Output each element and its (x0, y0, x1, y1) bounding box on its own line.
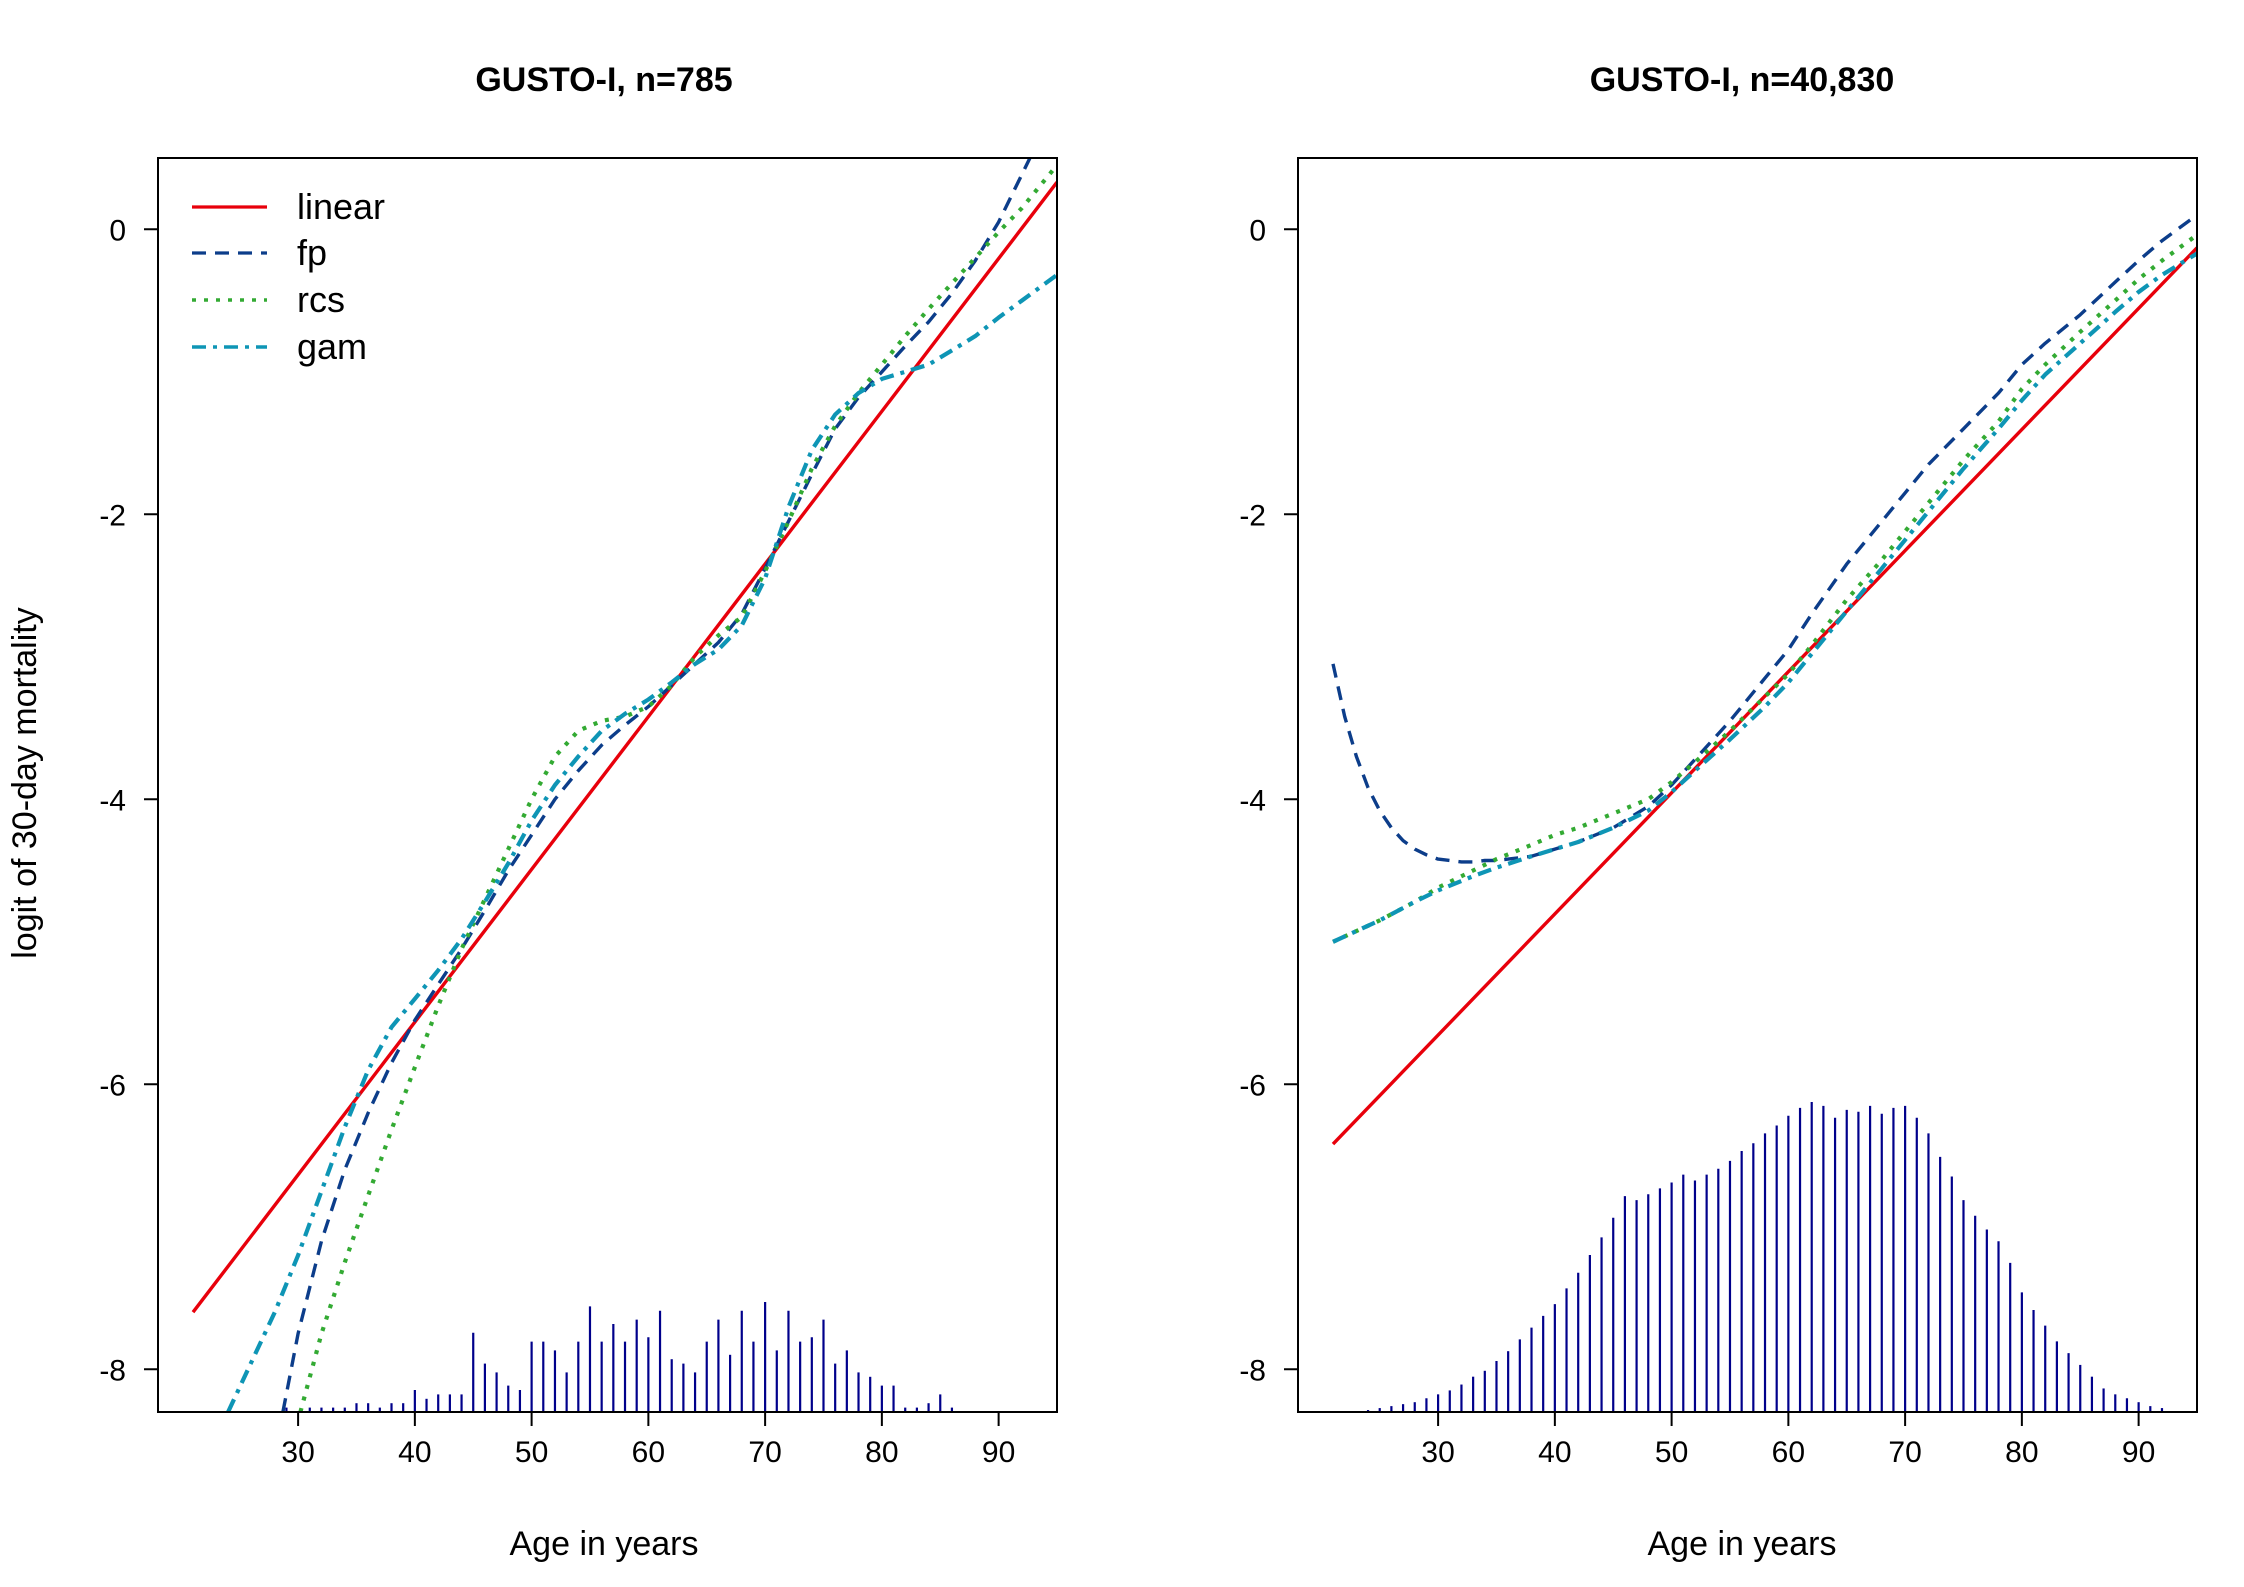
legend-gam-label: gam (297, 326, 367, 367)
right-x-tick-label: 80 (2005, 1436, 2038, 1469)
left-x-tick-label: 60 (632, 1436, 665, 1469)
left-x-tick-label: 40 (398, 1436, 431, 1469)
left-panel: GUSTO-I, n=785 logit of 30-day mortality… (6, 61, 1058, 1563)
legend-fp-label: fp (297, 232, 327, 273)
left-plot-frame (157, 157, 1058, 1413)
left-y-tick-label: -4 (99, 784, 126, 817)
left-y-tick-label: 0 (109, 214, 126, 247)
right-panel: GUSTO-I, n=40,830 Age in years 30 40 50 60 7… (1239, 61, 2198, 1563)
right-series-fp-line (1331, 213, 2197, 864)
legend: linear fp rcs gam (192, 186, 385, 367)
left-y-tick-label: -2 (99, 499, 126, 532)
right-y-tick-label: -2 (1239, 499, 1266, 532)
right-y-tick-label: -8 (1239, 1354, 1266, 1387)
left-panel-title: GUSTO-I, n=785 (475, 61, 732, 99)
right-x-tick-label: 50 (1655, 1436, 1688, 1469)
left-x-tick-label: 30 (281, 1436, 314, 1469)
left-series-gam-line (226, 273, 1057, 1412)
left-series-rcs-line (298, 163, 1057, 1412)
right-curves (1331, 213, 2197, 1146)
right-y-tick-label: 0 (1249, 214, 1266, 247)
left-x-tick-label: 50 (515, 1436, 548, 1469)
right-y-tick-label: -4 (1239, 784, 1266, 817)
left-y-tick-label: -6 (99, 1069, 126, 1102)
right-plot-area: 30 40 50 60 70 80 90 0 -2 -4 -6 -8 (1239, 157, 2198, 1469)
left-plot-area: 30 40 50 60 70 80 90 0 -2 -4 -6 -8 (99, 157, 1058, 1469)
right-series-rcs-line (1332, 233, 2197, 944)
right-series-gam-line (1332, 251, 2197, 944)
left-panel-ylabel: logit of 30-day mortality (6, 607, 44, 959)
right-x-tick-label: 60 (1772, 1436, 1805, 1469)
right-series-linear-line (1331, 246, 2197, 1146)
left-x-tick-label: 70 (748, 1436, 781, 1469)
left-panel-xlabel: Age in years (510, 1525, 699, 1563)
right-x-tick-label: 30 (1421, 1436, 1454, 1469)
right-age-histogram (1366, 1102, 2164, 1412)
right-plot-frame (1297, 157, 2198, 1413)
left-series-fp-line (281, 158, 1032, 1412)
right-y-tick-label: -6 (1239, 1069, 1266, 1102)
legend-rcs-label: rcs (297, 279, 345, 320)
left-curves (191, 158, 1057, 1412)
right-panel-title: GUSTO-I, n=40,830 (1590, 61, 1895, 99)
right-x-tick-label: 90 (2122, 1436, 2155, 1469)
right-panel-xlabel: Age in years (1648, 1525, 1837, 1563)
left-y-tick-label: -8 (99, 1354, 126, 1387)
right-x-tick-label: 70 (1888, 1436, 1921, 1469)
left-x-tick-label: 80 (865, 1436, 898, 1469)
left-x-tick-label: 90 (982, 1436, 1015, 1469)
left-age-histogram (285, 1302, 954, 1412)
legend-linear-label: linear (297, 186, 385, 227)
right-x-tick-label: 40 (1538, 1436, 1571, 1469)
